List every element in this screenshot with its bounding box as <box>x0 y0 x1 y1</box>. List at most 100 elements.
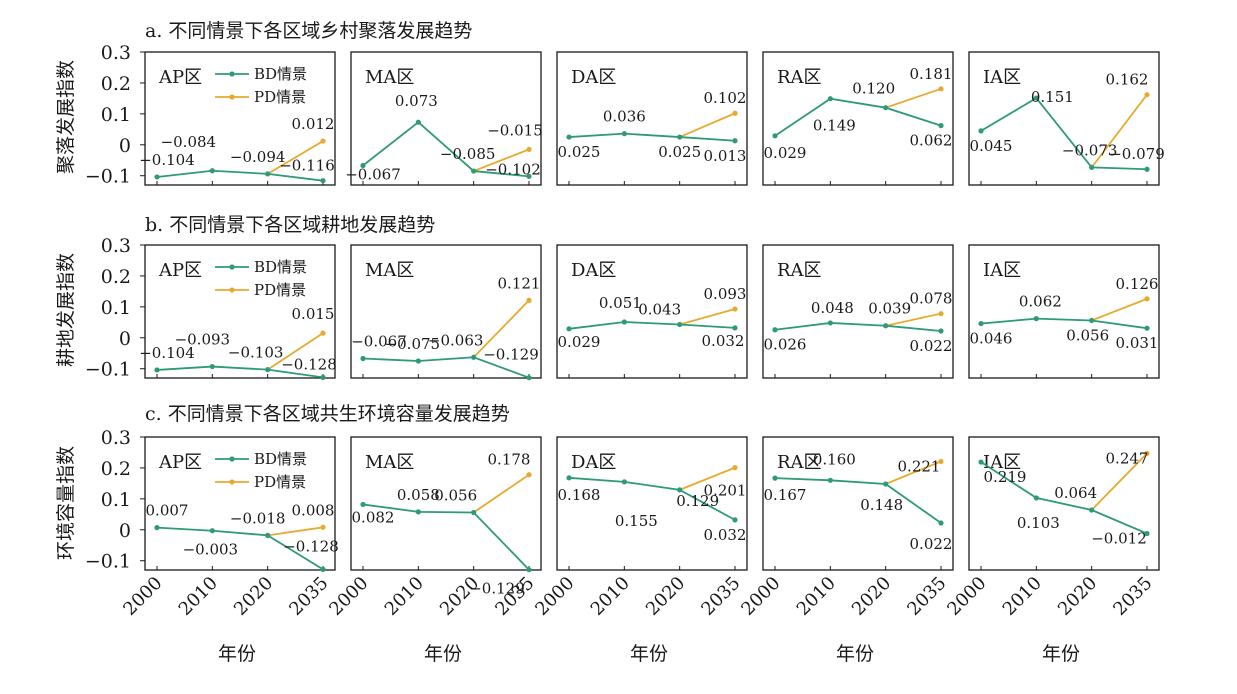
data-label-pd-2035: 0.078 <box>910 290 953 308</box>
data-label-bd-2020: 0.043 <box>638 300 681 318</box>
legend-bd-label: BD情景 <box>254 450 307 468</box>
xtick-label-2020: 2020 <box>1054 573 1101 620</box>
data-label-bd-2000: 0.168 <box>558 486 601 504</box>
data-label-bd-2020: 0.056 <box>1066 326 1109 344</box>
xtick-label-2020: 2020 <box>230 573 277 620</box>
panel-frame <box>556 51 748 186</box>
series-bd-line <box>362 356 530 379</box>
bd-point-2020 <box>1089 317 1095 324</box>
bd-point-2000 <box>978 128 984 134</box>
region-label: AP区 <box>158 452 202 473</box>
data-label-bd-2010: −0.093 <box>175 331 231 349</box>
region-label: IA区 <box>983 67 1021 88</box>
ytick-label: −0.1 <box>85 166 131 188</box>
pd-point <box>1144 296 1150 302</box>
data-label-bd-2020: 0.129 <box>676 492 719 510</box>
bd-point-2035 <box>732 325 738 331</box>
bd-point-2020 <box>265 532 271 538</box>
data-label-pd-2035: 0.015 <box>292 305 335 323</box>
bd-point-2000 <box>772 133 778 139</box>
series-bd-line <box>980 96 1148 171</box>
data-label-bd-2010: 0.062 <box>1019 293 1062 311</box>
pd-point <box>938 86 944 92</box>
bd-point-2020 <box>677 487 683 493</box>
data-label-bd-2000: 0.029 <box>764 144 807 162</box>
data-label-bd-2000: 0.167 <box>764 486 807 504</box>
data-label-bd-2035: −0.128 <box>283 537 339 555</box>
data-label-pd-2035: 0.201 <box>704 482 747 500</box>
x-axis-title: 年份 <box>218 643 256 665</box>
bd-point-2010 <box>415 119 421 125</box>
data-label-bd-2000: −0.104 <box>139 151 195 169</box>
region-label: MA区 <box>365 67 414 88</box>
data-label-bd-2020: 0.025 <box>658 143 701 161</box>
bd-point-2020 <box>677 134 683 140</box>
region-label: IA区 <box>983 452 1021 473</box>
region-label: RA区 <box>777 67 822 88</box>
data-label-bd-2020: −0.085 <box>440 145 496 163</box>
xtick-label-2010: 2010 <box>999 573 1046 620</box>
data-label-pd-2035: 0.126 <box>1116 275 1159 293</box>
xtick-label-2020: 2020 <box>642 573 689 620</box>
bd-point-2010 <box>621 479 627 485</box>
region-label: DA区 <box>571 67 616 88</box>
region-label: AP区 <box>158 67 202 88</box>
data-label-pd-2035: 0.181 <box>910 65 953 83</box>
series-pd-line <box>473 473 530 514</box>
pd-point <box>320 330 326 336</box>
bd-point-2010 <box>621 319 627 325</box>
region-label: MA区 <box>365 452 414 473</box>
data-label-pd-2035: 0.221 <box>898 457 941 475</box>
data-label-pd-2035: 0.012 <box>292 115 335 133</box>
x-axis-title: 年份 <box>630 643 668 665</box>
xtick-label-2000: 2000 <box>119 573 166 620</box>
data-label-bd-2000: 0.045 <box>970 137 1013 155</box>
series-pd-line <box>1091 297 1148 322</box>
series-pd-line <box>267 526 324 537</box>
series-bd-line <box>568 321 736 330</box>
ytick-label: −0.1 <box>85 551 131 573</box>
data-label-bd-2035: 0.031 <box>1116 334 1159 352</box>
data-label-bd-2020: −0.103 <box>228 344 284 362</box>
series-pd-line <box>267 140 324 175</box>
series-pd-line <box>473 148 530 172</box>
bd-point-2000 <box>360 162 366 169</box>
panel-frame <box>762 51 954 186</box>
series-bd-line <box>568 132 736 142</box>
data-label-bd-2000: −0.067 <box>345 166 401 184</box>
bd-point-2000 <box>360 355 366 362</box>
panel-frame <box>556 436 748 571</box>
series-bd-line <box>774 322 942 332</box>
data-label-bd-2035: 0.022 <box>910 337 953 355</box>
data-label-bd-2020: 0.056 <box>434 486 477 504</box>
data-label-bd-2020: −0.018 <box>230 509 286 527</box>
data-label-bd-2035: 0.032 <box>704 526 747 544</box>
legend-pd-label: PD情景 <box>254 473 306 491</box>
x-axis-title: 年份 <box>424 643 462 665</box>
series-bd-line <box>774 477 942 524</box>
bd-point-2035 <box>320 374 326 380</box>
bd-point-2010 <box>1033 316 1039 322</box>
bd-point-2020 <box>1089 507 1095 513</box>
x-axis-title: 年份 <box>836 643 874 665</box>
series-pd-line <box>679 308 736 326</box>
data-label-bd-2020: 0.148 <box>860 496 903 514</box>
bd-point-2000 <box>154 367 160 373</box>
bd-point-2020 <box>883 481 889 487</box>
region-label: RA区 <box>777 452 822 473</box>
row-title-c: c. 不同情景下各区域共生环境容量发展趋势 <box>145 403 510 425</box>
series-pd-line <box>679 112 736 138</box>
ytick-label: 0.3 <box>101 235 131 257</box>
series-pd-line <box>679 466 736 491</box>
panel-frame <box>144 436 336 571</box>
data-label-pd-2035: 0.247 <box>1106 449 1149 467</box>
bd-point-2035 <box>732 517 738 523</box>
pd-point <box>1144 450 1150 456</box>
data-label-bd-2010: 0.073 <box>395 92 438 110</box>
pd-point <box>526 146 532 153</box>
pd-point <box>320 524 326 530</box>
bd-point-2035 <box>1144 530 1150 537</box>
xtick-label-2020: 2020 <box>848 573 895 620</box>
data-label-pd-2035: 0.102 <box>704 89 747 107</box>
